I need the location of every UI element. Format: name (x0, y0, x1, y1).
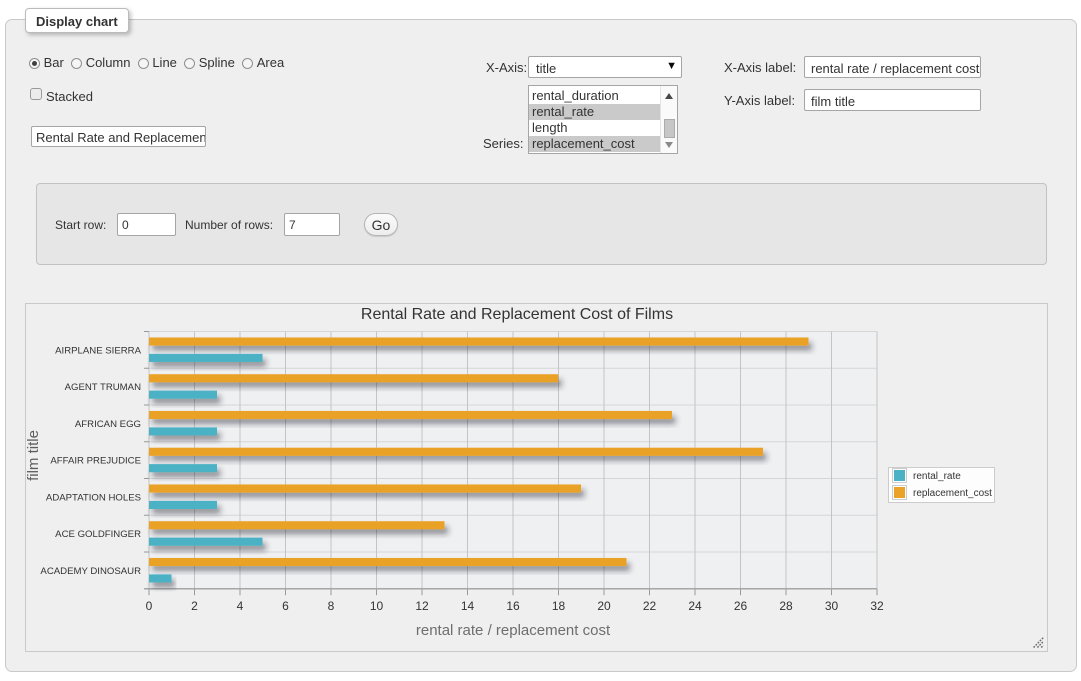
svg-text:ACADEMY DINOSAUR: ACADEMY DINOSAUR (40, 566, 141, 577)
svg-text:16: 16 (506, 599, 520, 613)
svg-text:2: 2 (191, 599, 198, 613)
svg-text:18: 18 (552, 599, 566, 613)
svg-text:4: 4 (237, 599, 244, 613)
svg-text:film title: film title (26, 430, 42, 481)
svg-text:28: 28 (779, 599, 793, 613)
svg-text:AFFAIR PREJUDICE: AFFAIR PREJUDICE (50, 456, 141, 467)
svg-text:24: 24 (688, 599, 702, 613)
svg-text:AIRPLANE SIERRA: AIRPLANE SIERRA (55, 345, 141, 356)
svg-text:6: 6 (282, 599, 289, 613)
svg-text:Rental Rate and Replacement Co: Rental Rate and Replacement Cost of Film… (361, 306, 673, 323)
svg-text:32: 32 (870, 599, 884, 613)
svg-text:ACE GOLDFINGER: ACE GOLDFINGER (55, 529, 141, 540)
svg-text:12: 12 (415, 599, 429, 613)
svg-text:22: 22 (643, 599, 657, 613)
svg-text:10: 10 (370, 599, 384, 613)
svg-text:20: 20 (597, 599, 611, 613)
svg-text:26: 26 (734, 599, 748, 613)
svg-text:AFRICAN EGG: AFRICAN EGG (75, 419, 141, 430)
svg-text:0: 0 (146, 599, 153, 613)
svg-text:30: 30 (825, 599, 839, 613)
svg-text:rental rate / replacement cost: rental rate / replacement cost (416, 622, 611, 639)
svg-text:AGENT TRUMAN: AGENT TRUMAN (65, 382, 141, 393)
svg-text:replacement_cost: replacement_cost (913, 488, 992, 499)
svg-text:8: 8 (328, 599, 335, 613)
svg-text:rental_rate: rental_rate (913, 471, 961, 482)
svg-text:14: 14 (461, 599, 475, 613)
svg-text:ADAPTATION HOLES: ADAPTATION HOLES (46, 492, 141, 503)
